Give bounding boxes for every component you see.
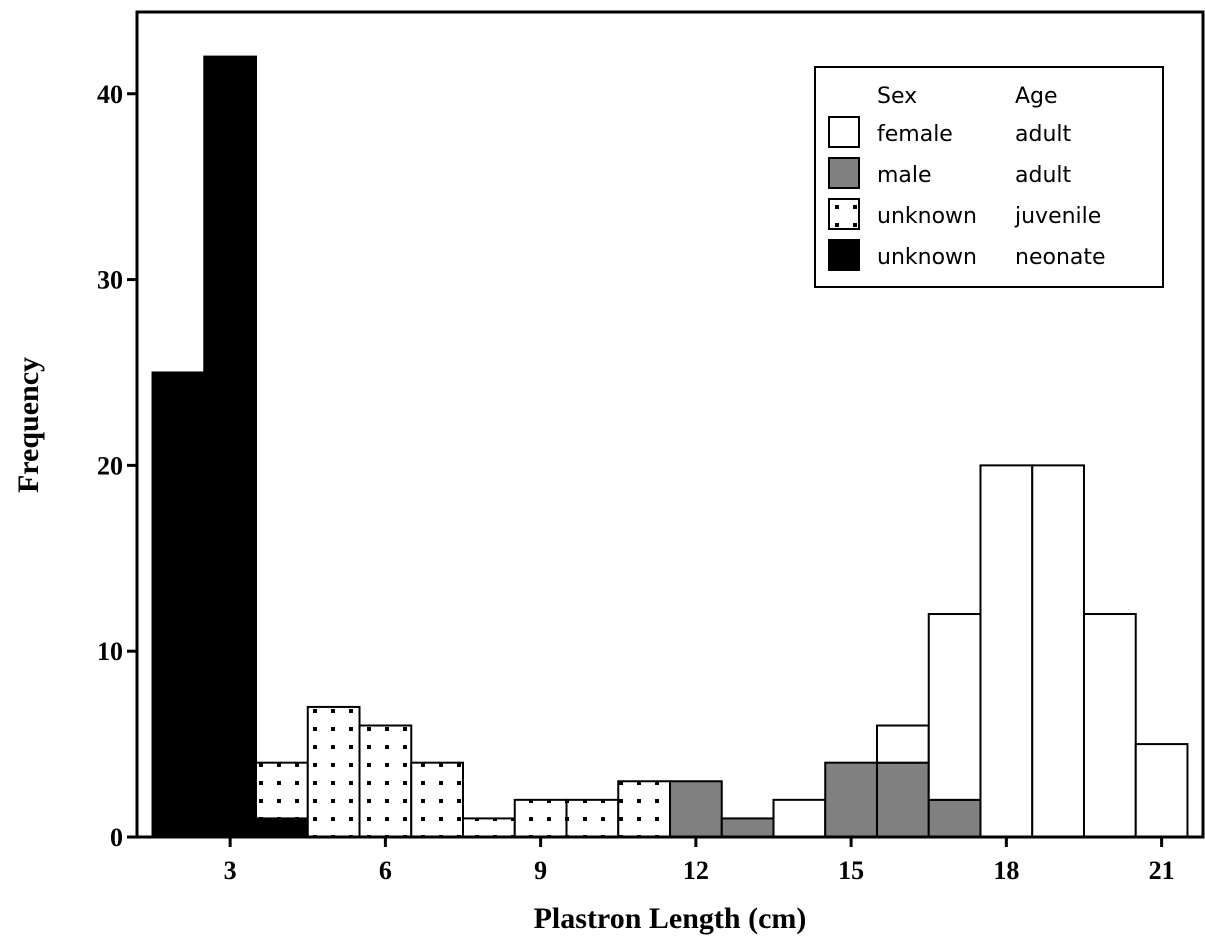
bar-segment	[927, 798, 982, 838]
bar-segment	[875, 761, 930, 838]
legend-label: neonate	[1015, 245, 1106, 270]
x-tick-label: 9	[534, 856, 547, 885]
bar-segment	[1082, 613, 1137, 839]
legend-label: adult	[1015, 163, 1072, 188]
x-tick-label: 3	[224, 856, 237, 885]
bar-segment	[410, 761, 465, 838]
bar-segment	[462, 817, 516, 839]
bar-segment	[1134, 743, 1189, 839]
x-tick-label: 6	[379, 856, 392, 885]
legend-label: juvenile	[1014, 204, 1101, 229]
x-tick-label: 18	[993, 856, 1019, 885]
legend-swatch	[828, 198, 860, 230]
y-axis-label: Frequency	[12, 357, 45, 493]
bar-segment	[824, 761, 878, 838]
x-tick-label: 12	[683, 856, 709, 885]
legend-swatch	[828, 157, 860, 189]
bar-segment	[255, 761, 309, 820]
bar-segment	[669, 780, 723, 839]
x-tick-label: 15	[838, 856, 864, 885]
legend-swatch	[828, 239, 860, 271]
y-tick-label: 0	[110, 823, 123, 852]
y-tick-label: 40	[97, 80, 123, 109]
legend-label: female	[877, 122, 953, 147]
bar-segment	[617, 780, 672, 839]
y-tick-label: 20	[97, 451, 123, 480]
legend-label: unknown	[877, 204, 977, 229]
bar-segment	[1031, 464, 1085, 838]
bar-segment	[513, 798, 568, 838]
x-tick-label: 21	[1149, 856, 1175, 885]
bar-segment	[151, 371, 206, 838]
bar-segment	[772, 798, 827, 838]
bar-segment	[927, 613, 982, 801]
legend-swatch	[828, 116, 860, 148]
legend-header: Sex	[877, 84, 917, 109]
bar-segment	[203, 55, 258, 838]
legend-label: unknown	[877, 245, 977, 270]
x-axis-label: Plastron Length (cm)	[534, 902, 807, 935]
bar-segment	[565, 798, 620, 838]
y-tick-label: 30	[97, 266, 123, 295]
legend-label: adult	[1015, 122, 1072, 147]
legend-label: male	[877, 163, 932, 188]
plot-frame	[135, 10, 1205, 839]
y-tick-label: 10	[97, 637, 123, 666]
legend-header: Age	[1015, 84, 1058, 109]
legend-box	[814, 66, 1164, 288]
bar-segment	[720, 817, 775, 839]
bar-segment	[255, 817, 309, 839]
bar-segment	[358, 724, 413, 838]
bar-segment	[306, 705, 361, 838]
bar-segment	[979, 464, 1034, 838]
bar-segment	[875, 724, 930, 764]
